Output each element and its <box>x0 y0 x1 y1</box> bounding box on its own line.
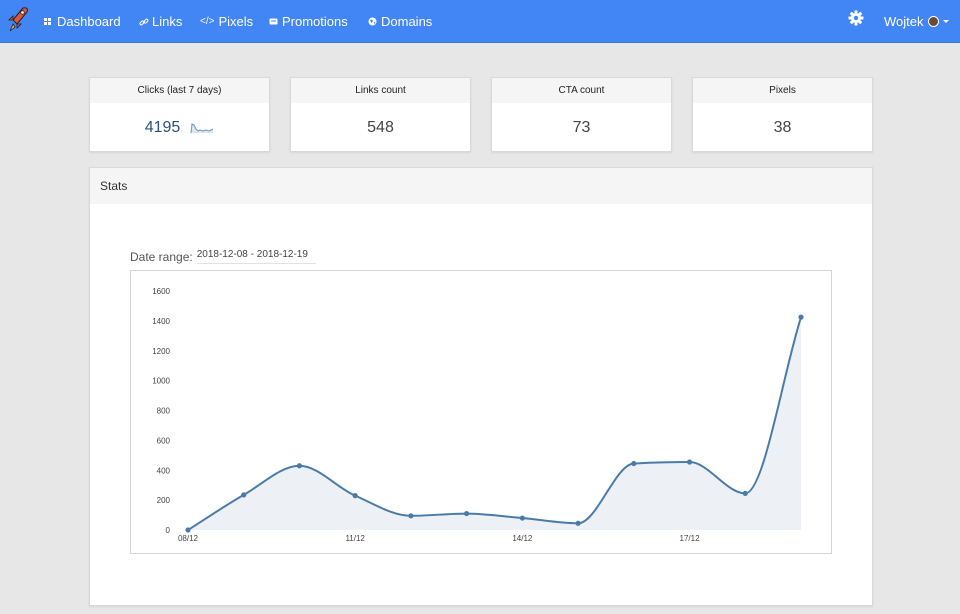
chart-point[interactable] <box>631 460 637 467</box>
ticket-icon <box>269 18 278 25</box>
y-tick-label: 200 <box>157 496 171 505</box>
nav-promotions-label: Promotions <box>282 14 348 29</box>
card-links-count-value: 548 <box>367 118 394 136</box>
chart-point[interactable] <box>464 510 470 517</box>
nav-dashboard-label: Dashboard <box>57 14 121 29</box>
y-tick-label: 0 <box>166 526 171 535</box>
card-pixels: Pixels 38 <box>692 77 873 152</box>
nav-pixels-label: Pixels <box>218 14 254 29</box>
y-tick-label: 400 <box>157 466 171 475</box>
x-tick-label: 11/12 <box>345 534 365 543</box>
stats-panel: Stats Date range: 2018-12-08 - 2018-12-1… <box>89 167 873 606</box>
x-tick-label: 08/12 <box>178 534 199 543</box>
caret-down-icon <box>942 20 949 23</box>
chart-series-line <box>187 316 802 531</box>
gear-icon[interactable] <box>848 10 864 26</box>
stats-title: Stats <box>90 168 872 204</box>
chart-point[interactable] <box>185 527 191 533</box>
clicks-chart-svg: 0 200 400 600 800 1000 1200 1400 1600 08/12 11/12… <box>152 287 804 543</box>
card-pixels-value: 38 <box>773 118 792 136</box>
y-tick-label: 800 <box>157 407 171 416</box>
user-menu[interactable]: Wojtek <box>884 0 949 43</box>
chart-point[interactable] <box>575 520 581 526</box>
card-links-count-title: Links count <box>291 78 470 103</box>
rocket-logo-icon[interactable] <box>7 6 29 36</box>
user-name: Wojtek <box>884 14 924 29</box>
y-tick-label: 1400 <box>152 317 170 326</box>
y-tick-label: 600 <box>157 436 171 445</box>
card-cta-count-title: CTA count <box>492 78 671 103</box>
card-clicks: Clicks (last 7 days) 4195 <box>89 77 270 152</box>
chart-area-fill <box>188 317 801 530</box>
avatar <box>927 16 939 27</box>
top-navbar: Dashboard Links </> Pixels Promotions Do… <box>0 0 960 43</box>
card-pixels-title: Pixels <box>693 78 872 103</box>
x-tick-label: 17/12 <box>680 534 701 543</box>
nav-pixels[interactable]: </> Pixels <box>200 0 253 43</box>
chart-point[interactable] <box>296 463 303 469</box>
nav-links-label: Links <box>152 14 183 29</box>
chart-point[interactable] <box>798 314 804 320</box>
card-clicks-body: 4195 <box>90 103 269 152</box>
globe-icon <box>368 17 377 26</box>
clicks-chart: 0 200 400 600 800 1000 1200 1400 1600 08/12 11/12… <box>130 270 832 554</box>
chart-point[interactable] <box>519 515 525 521</box>
sparkline-icon <box>190 122 214 133</box>
nav-domains[interactable]: Domains <box>368 0 432 43</box>
grid-icon <box>44 17 52 26</box>
date-range-label: Date range: <box>130 249 193 264</box>
y-tick-label: 1600 <box>152 287 170 296</box>
nav-links[interactable]: Links <box>139 0 182 43</box>
card-clicks-title: Clicks (last 7 days) <box>90 78 269 103</box>
code-icon: </> <box>200 15 215 27</box>
chart-point[interactable] <box>742 490 748 497</box>
chart-point[interactable] <box>408 513 414 519</box>
chart-point[interactable] <box>241 492 247 498</box>
chart-point[interactable] <box>352 493 358 499</box>
y-tick-label: 1200 <box>152 347 170 356</box>
chart-point[interactable] <box>686 459 693 465</box>
date-range: Date range: 2018-12-08 - 2018-12-19 <box>130 249 316 264</box>
nav-promotions[interactable]: Promotions <box>269 0 348 43</box>
y-tick-label: 1000 <box>152 377 170 386</box>
card-links-count: Links count 548 <box>290 77 471 152</box>
card-cta-count-value: 73 <box>572 118 591 136</box>
link-icon <box>139 18 149 25</box>
date-range-picker[interactable]: 2018-12-08 - 2018-12-19 <box>196 249 316 264</box>
nav-domains-label: Domains <box>381 14 433 29</box>
card-cta-count: CTA count 73 <box>491 77 672 152</box>
nav-dashboard[interactable]: Dashboard <box>44 0 121 43</box>
x-tick-label: 14/12 <box>512 534 533 543</box>
card-clicks-value: 4195 <box>144 118 181 136</box>
